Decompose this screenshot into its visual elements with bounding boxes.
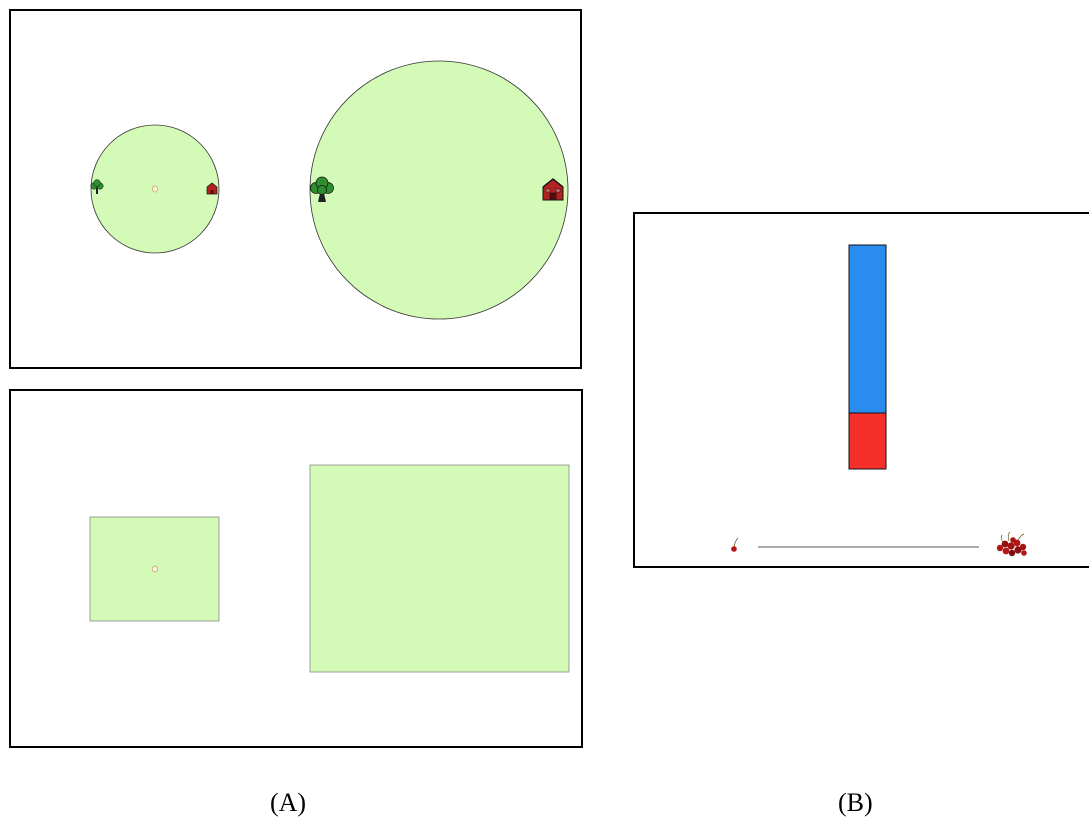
seed-dot-icon [152,565,158,573]
house-icon [206,182,218,195]
tree-icon [90,179,104,194]
single-cherry-icon [731,537,739,552]
bar-upper-segment [848,244,887,414]
seed-dot-icon [152,185,158,193]
caption-b: (B) [838,788,873,817]
caption-a: (A) [270,788,307,817]
panel-b-bar-scale [633,212,1089,568]
circles-scene [90,60,569,320]
tree-icon [310,176,334,202]
large-circle-field [309,60,569,320]
house-icon [542,178,564,201]
panel-a-circles [9,9,582,369]
large-rect-field [309,464,570,673]
bar-scale-scene [731,244,1027,557]
cherry-pile-icon [996,531,1027,557]
rectangles-scene [89,464,570,673]
bar-lower-segment [848,412,887,470]
panel-a-rectangles [9,389,583,748]
